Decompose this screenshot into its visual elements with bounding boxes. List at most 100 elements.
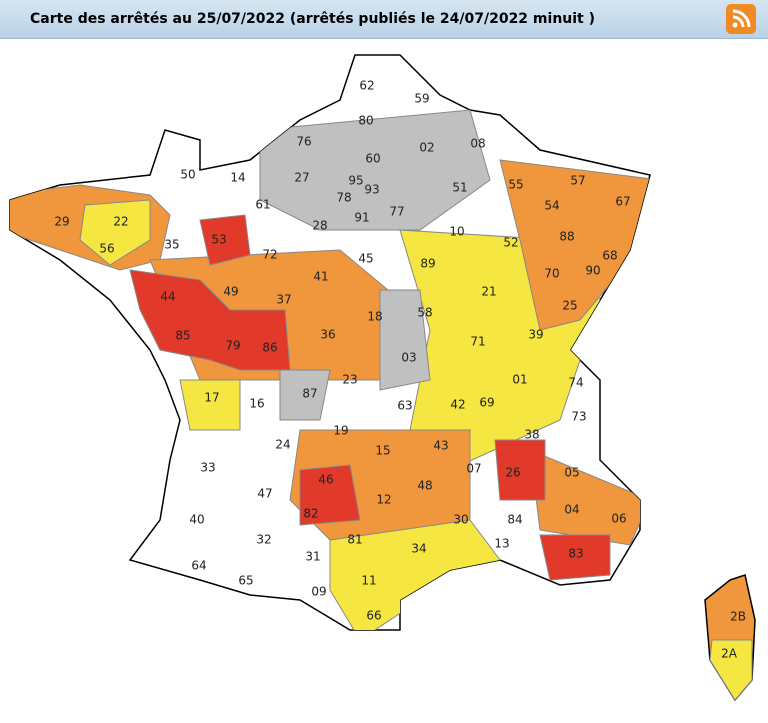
- department-label: 06: [611, 512, 626, 526]
- department-label: 50: [180, 168, 195, 182]
- department-label: 25: [562, 299, 577, 313]
- department-label: 35: [164, 238, 179, 252]
- department-label: 39: [528, 328, 543, 342]
- department-label: 17: [204, 391, 219, 405]
- header-title: Carte des arrêtés au 25/07/2022 (arrêtés…: [30, 11, 596, 27]
- department-label: 56: [99, 242, 114, 256]
- corsica-south: [709, 639, 753, 701]
- department-label: 80: [358, 114, 373, 128]
- department-label: 47: [257, 487, 272, 501]
- department-label: 65: [238, 574, 253, 588]
- department-label: 19: [333, 424, 348, 438]
- department-label: 48: [417, 479, 432, 493]
- department-label: 82: [303, 507, 318, 521]
- department-label: 55: [508, 178, 523, 192]
- department-label: 51: [452, 181, 467, 195]
- department-label: 44: [160, 290, 175, 304]
- department-label: 78: [336, 191, 351, 205]
- department-label: 61: [255, 198, 270, 212]
- department-label: 76: [296, 135, 311, 149]
- department-label: 12: [376, 493, 391, 507]
- department-label: 13: [494, 537, 509, 551]
- department-label: 26: [505, 466, 520, 480]
- department-label: 49: [223, 285, 238, 299]
- department-label: 34: [411, 542, 426, 556]
- department-label: 24: [275, 438, 290, 452]
- rss-button[interactable]: [726, 4, 756, 34]
- department-label: 95: [348, 174, 363, 188]
- department-label: 68: [602, 249, 617, 263]
- department-labels: 62 59 80 76 60 02 08 50 14 27 95 51 55 57 67 29 22 61 78 93…: [54, 79, 746, 661]
- department-label: 58: [417, 306, 432, 320]
- department-label: 15: [375, 444, 390, 458]
- department-label: 14: [230, 171, 245, 185]
- department-label: 57: [570, 174, 585, 188]
- department-label: 60: [365, 152, 380, 166]
- department-label: 41: [313, 270, 328, 284]
- department-label: 70: [544, 267, 559, 281]
- department-label: 64: [191, 559, 206, 573]
- department-label: 2B: [730, 610, 746, 624]
- department-label: 53: [211, 233, 226, 247]
- department-label: 45: [358, 252, 373, 266]
- department-label: 2A: [721, 647, 738, 661]
- department-label: 07: [466, 462, 481, 476]
- department-label: 40: [189, 513, 204, 527]
- department-label: 66: [366, 609, 381, 623]
- department-label: 63: [397, 399, 412, 413]
- department-label: 23: [342, 373, 357, 387]
- department-label: 10: [449, 225, 464, 239]
- department-label: 05: [564, 466, 579, 480]
- department-label: 31: [305, 550, 320, 564]
- department-label: 85: [175, 329, 190, 343]
- department-label: 52: [503, 236, 518, 250]
- department-label: 21: [481, 285, 496, 299]
- department-label: 59: [414, 92, 429, 106]
- department-label: 67: [615, 195, 630, 209]
- department-label: 04: [564, 503, 579, 517]
- department-label: 74: [568, 376, 583, 390]
- department-label: 77: [389, 205, 404, 219]
- department-label: 08: [470, 137, 485, 151]
- department-label: 28: [312, 219, 327, 233]
- department-label: 91: [354, 211, 369, 225]
- department-label: 88: [559, 230, 574, 244]
- department-label: 16: [249, 397, 264, 411]
- department-label: 54: [544, 199, 559, 213]
- department-label: 72: [262, 248, 277, 262]
- department-label: 46: [318, 473, 333, 487]
- department-label: 93: [364, 183, 379, 197]
- department-label: 29: [54, 215, 69, 229]
- header-bar: Carte des arrêtés au 25/07/2022 (arrêtés…: [0, 0, 768, 39]
- department-label: 22: [113, 215, 128, 229]
- department-label: 90: [585, 264, 600, 278]
- rss-icon: [732, 9, 751, 28]
- department-label: 32: [256, 533, 271, 547]
- department-label: 87: [302, 387, 317, 401]
- department-label: 79: [225, 339, 240, 353]
- department-label: 62: [359, 79, 374, 93]
- zones: [10, 109, 650, 630]
- department-label: 81: [347, 533, 362, 547]
- department-label: 86: [262, 341, 277, 355]
- department-label: 02: [419, 141, 434, 155]
- department-label: 03: [401, 351, 416, 365]
- department-label: 27: [294, 171, 309, 185]
- department-label: 01: [512, 373, 527, 387]
- department-label: 89: [420, 257, 435, 271]
- department-label: 36: [320, 328, 335, 342]
- department-label: 37: [276, 293, 291, 307]
- department-label: 18: [367, 310, 382, 324]
- department-label: 33: [200, 461, 215, 475]
- department-label: 11: [361, 574, 376, 588]
- department-label: 84: [507, 513, 522, 527]
- department-label: 30: [453, 513, 468, 527]
- department-label: 38: [524, 428, 539, 442]
- department-label: 09: [311, 585, 326, 599]
- department-label: 83: [568, 547, 583, 561]
- department-label: 71: [470, 335, 485, 349]
- department-label: 69: [479, 396, 494, 410]
- department-label: 42: [450, 398, 465, 412]
